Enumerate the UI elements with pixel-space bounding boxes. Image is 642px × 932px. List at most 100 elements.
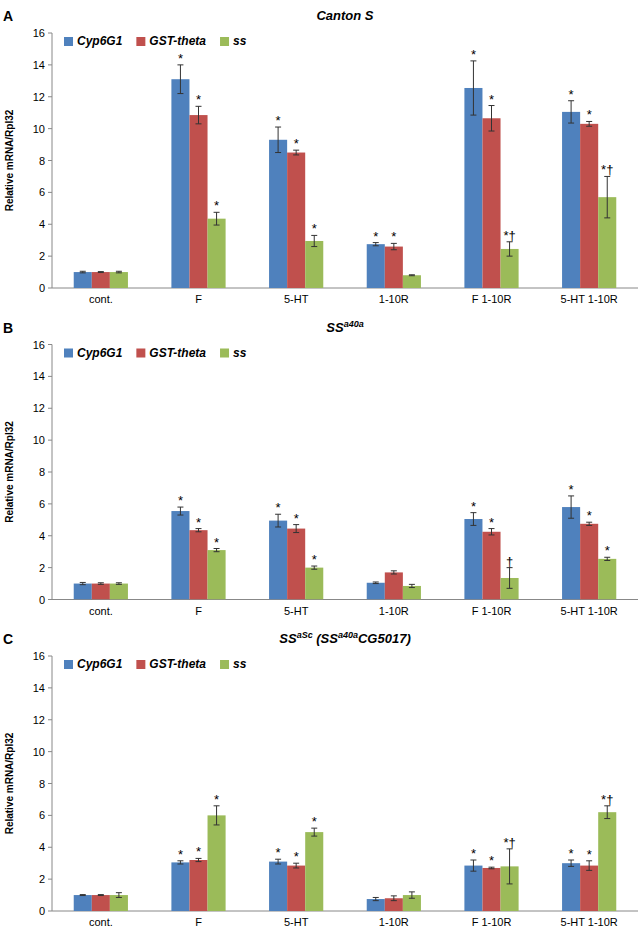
- error-cap: [586, 525, 592, 526]
- legend-label: GST-theta: [149, 346, 206, 360]
- error-bar: [507, 568, 513, 589]
- error-cap: [98, 584, 104, 585]
- error-bar: [373, 582, 379, 584]
- y-tick-label: 16: [33, 27, 45, 39]
- error-stem: [216, 212, 217, 225]
- significance-marker: *: [196, 515, 201, 530]
- bar: [367, 583, 385, 600]
- bar: [110, 895, 128, 911]
- error-stem: [589, 861, 590, 871]
- significance-marker: *: [312, 814, 317, 829]
- significance-marker: *: [373, 229, 378, 244]
- error-cap: [311, 836, 317, 837]
- significance-marker: *†: [601, 162, 613, 177]
- y-tick: [48, 783, 52, 784]
- error-stem: [607, 176, 608, 217]
- y-axis-label: Relative mRNA/Rpl32: [4, 109, 15, 211]
- x-tick-label: 5-HT 1-10R: [561, 293, 618, 305]
- y-tick: [48, 879, 52, 880]
- error-cap: [80, 895, 86, 896]
- x-axis: [52, 288, 638, 289]
- bar: [208, 815, 226, 911]
- plot-area: [74, 61, 617, 288]
- x-tick-label: F: [195, 916, 202, 928]
- error-cap: [568, 518, 574, 519]
- y-tick: [48, 128, 52, 129]
- significance-marker: *: [214, 535, 219, 550]
- significance-marker: *†: [503, 228, 515, 243]
- bar: [580, 866, 598, 911]
- y-tick: [48, 160, 52, 161]
- error-cap: [98, 894, 104, 895]
- error-stem: [180, 65, 181, 94]
- y-tick: [48, 192, 52, 193]
- error-cap: [409, 275, 415, 276]
- bar: [385, 247, 403, 288]
- y-tick-label: 12: [33, 402, 45, 414]
- bar: [74, 584, 92, 600]
- error-bar: [568, 496, 574, 518]
- significance-marker: *: [471, 47, 476, 62]
- legend-label: ss: [233, 34, 247, 48]
- error-bar: [275, 127, 281, 153]
- x-tick-label: 1-10R: [379, 605, 409, 617]
- y-tick-label: 8: [39, 778, 45, 790]
- legend-label: Cyp6G1: [77, 657, 123, 671]
- y-tick-label: 10: [33, 123, 45, 135]
- y-tick: [48, 687, 52, 688]
- error-bar: [116, 893, 122, 898]
- error-cap: [507, 883, 513, 884]
- y-tick: [48, 64, 52, 65]
- error-stem: [411, 892, 412, 898]
- error-cap: [116, 897, 122, 898]
- title: SSa40a: [326, 319, 363, 335]
- error-cap: [489, 868, 495, 869]
- title: SSaSc (SSa40aCG5017): [279, 630, 410, 646]
- bar: [598, 559, 616, 600]
- significance-marker: *: [489, 853, 494, 868]
- significance-marker: *: [471, 499, 476, 514]
- y-tick: [48, 815, 52, 816]
- significance-marker: *†: [601, 792, 613, 807]
- x-axis: [52, 911, 638, 912]
- significance-marker: *: [587, 508, 592, 523]
- x-tick-label: 5-HT 1-10R: [561, 916, 618, 928]
- error-stem: [509, 242, 510, 256]
- bar: [171, 79, 189, 288]
- bar: [171, 862, 189, 911]
- error-cap: [391, 570, 397, 571]
- significance-marker: *: [605, 543, 610, 558]
- error-cap: [80, 271, 86, 272]
- error-stem: [607, 806, 608, 819]
- bar: [189, 860, 207, 911]
- error-cap: [98, 582, 104, 583]
- significance-marker: *: [312, 552, 317, 567]
- x-tick-label: 5-HT: [284, 916, 309, 928]
- error-stem: [216, 806, 217, 825]
- title-part: (SS: [313, 631, 339, 646]
- x-tick-label: F 1-10R: [472, 605, 512, 617]
- bar: [287, 153, 305, 288]
- y-axis: [52, 33, 53, 288]
- error-cap: [80, 894, 86, 895]
- error-bar: [604, 806, 610, 819]
- y-tick: [48, 472, 52, 473]
- y-tick-label: 6: [39, 498, 45, 510]
- error-stem: [473, 513, 474, 526]
- error-cap: [409, 587, 415, 588]
- y-axis: [52, 345, 53, 600]
- error-cap: [311, 246, 317, 247]
- error-cap: [196, 861, 202, 862]
- error-cap: [177, 93, 183, 94]
- error-cap: [80, 584, 86, 585]
- bar: [189, 115, 207, 288]
- x-tick-label: 5-HT 1-10R: [561, 605, 618, 617]
- error-cap: [116, 582, 122, 583]
- error-cap: [391, 895, 397, 896]
- bar: [189, 530, 207, 599]
- legend-swatch: [64, 660, 73, 669]
- error-bar: [116, 583, 122, 585]
- error-cap: [568, 123, 574, 124]
- panel: BSSa40aRelative mRNA/Rpl320246810121416c…: [3, 319, 638, 617]
- significance-marker: *: [178, 847, 183, 862]
